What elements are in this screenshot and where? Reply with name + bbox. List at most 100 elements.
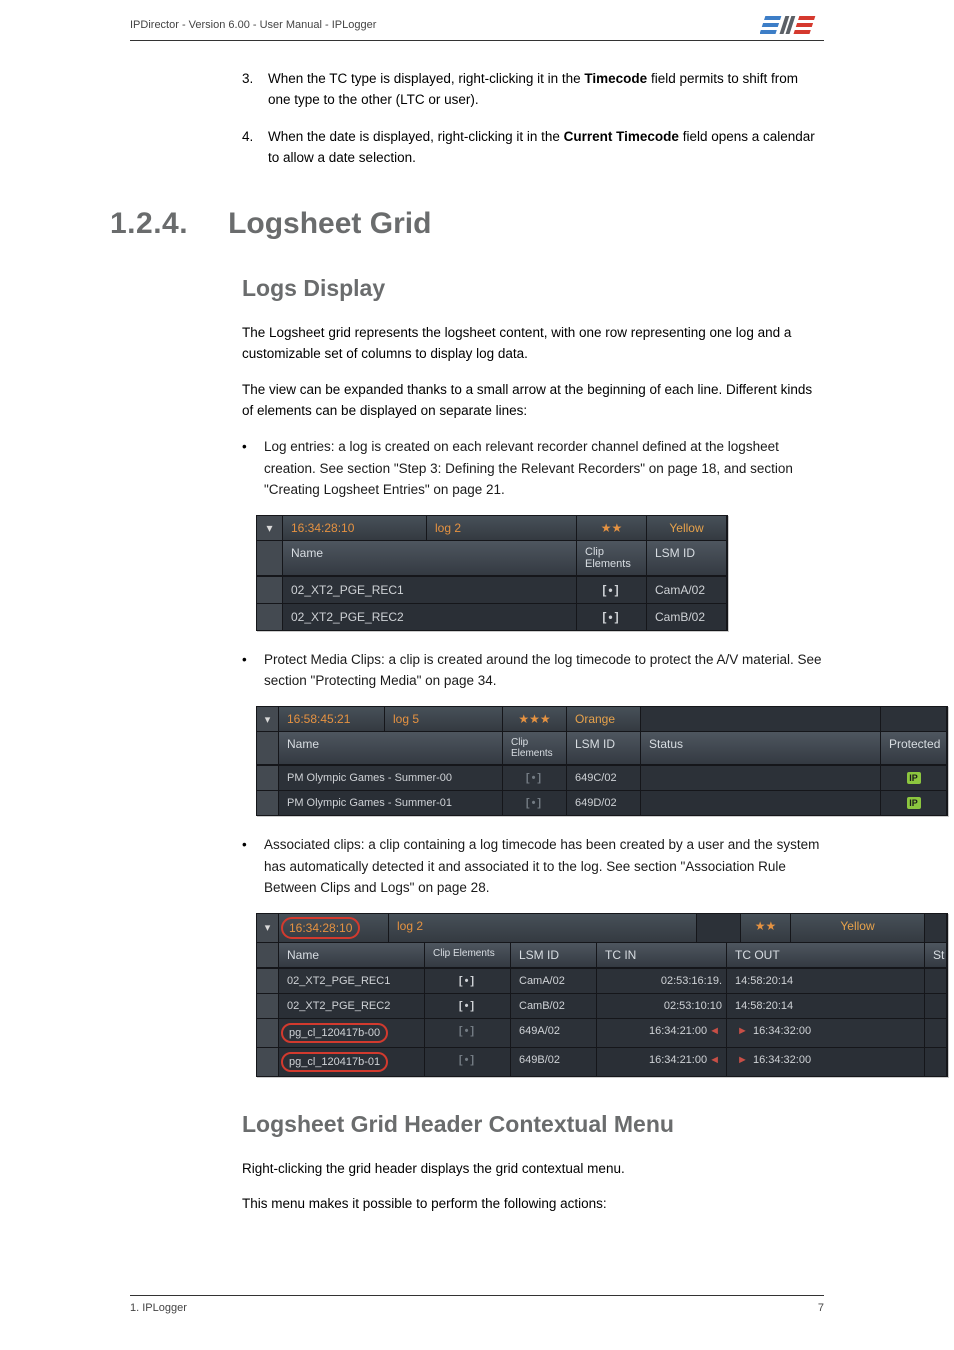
row-spacer xyxy=(257,994,279,1018)
expand-arrow-icon: ▾ xyxy=(257,914,279,942)
step-4-b: Current Timecode xyxy=(564,129,679,144)
img1-r1-lsm: CamB/02 xyxy=(647,604,727,630)
img2-stars: ★★★ xyxy=(503,707,567,731)
doc-title-text: IPDirector - Version 6.00 - User Manual … xyxy=(130,19,376,31)
row-spacer xyxy=(257,577,283,603)
section-number: 1.2.4. xyxy=(110,207,188,241)
clip-icon: [•] xyxy=(503,766,567,790)
img3-lsm: CamB/02 xyxy=(511,994,597,1018)
img1-h-clip: Clip Elements xyxy=(577,541,647,575)
footer-page-number: 7 xyxy=(818,1302,824,1314)
img1-logname: log 2 xyxy=(427,516,577,540)
screenshot-associated-clips: ▾ 16:34:28:10 log 2 ★★ Yellow Name Clip … xyxy=(256,913,824,1077)
red-ring-callout-icon: 16:34:28:10 xyxy=(281,917,360,939)
bullet-1: • Log entries: a log is created on each … xyxy=(242,436,824,501)
step-3-number: 3. xyxy=(242,69,254,111)
img3-name: pg_cl_120417b-01 xyxy=(279,1048,425,1076)
img2-tc: 16:58:45:21 xyxy=(279,707,385,731)
step-3-text: When the TC type is displayed, right-cli… xyxy=(268,69,824,111)
img2-r0-status xyxy=(641,766,881,790)
img2-h3: Status xyxy=(641,732,881,764)
img3-name: 02_XT2_PGE_REC1 xyxy=(279,969,425,993)
clip-icon: [•] xyxy=(425,1048,511,1076)
section-heading: 1.2.4. Logsheet Grid xyxy=(110,207,824,241)
blank-cell xyxy=(925,1019,947,1047)
ip-badge-icon: IP xyxy=(907,797,921,809)
img3-h0: Name xyxy=(279,943,425,967)
img2-logname: log 5 xyxy=(385,707,503,731)
img3-tcout: ► 16:34:32:00 xyxy=(727,1019,925,1047)
protected-icon: IP xyxy=(881,766,947,790)
clip-icon: [•] xyxy=(425,994,511,1018)
clip-icon: [•] xyxy=(425,1019,511,1047)
expand-arrow-icon: ▾ xyxy=(257,516,283,540)
logs-display-heading: Logs Display xyxy=(242,275,824,302)
red-ring-callout-icon: pg_cl_120417b-01 xyxy=(281,1052,388,1072)
img3-h4: TC OUT xyxy=(727,943,925,967)
hdr-spacer xyxy=(257,943,279,967)
table-row: 02_XT2_PGE_REC2[•]CamB/0202:53:10:1014:5… xyxy=(257,993,947,1018)
img2-r1-lsm: 649D/02 xyxy=(567,791,641,815)
img3-h1: Clip Elements xyxy=(425,943,511,967)
img1-r0-lsm: CamA/02 xyxy=(647,577,727,603)
img2-r0-name: PM Olympic Games - Summer-00 xyxy=(279,766,503,790)
img3-h5: St xyxy=(925,943,947,967)
bullet-dot-icon: • xyxy=(242,649,248,692)
step-4-number: 4. xyxy=(242,127,254,169)
img1-color: Yellow xyxy=(647,516,727,540)
img2-r1-status xyxy=(641,791,881,815)
red-arrow-icon: ◄ xyxy=(707,1025,722,1037)
p1: The Logsheet grid represents the logshee… xyxy=(242,322,824,365)
bullet-dot-icon: • xyxy=(242,834,248,899)
img1-stars: ★★ xyxy=(577,516,647,540)
protected-icon: IP xyxy=(881,791,947,815)
table-row: pg_cl_120417b-01[•]649B/0216:34:21:00◄► … xyxy=(257,1047,947,1076)
blank-cell xyxy=(925,994,947,1018)
evs-logo xyxy=(760,14,824,36)
red-arrow-icon: ► xyxy=(735,1025,750,1037)
step-4-text: When the date is displayed, right-clicki… xyxy=(268,127,824,169)
bullet-3: • Associated clips: a clip containing a … xyxy=(242,834,824,899)
img1-h-lsm: LSM ID xyxy=(647,541,727,575)
p3: Right-clicking the grid header displays … xyxy=(242,1158,824,1180)
bullet-dot-icon: • xyxy=(242,436,248,501)
step-3: 3. When the TC type is displayed, right-… xyxy=(242,69,824,111)
img3-tcin: 02:53:16:19. xyxy=(597,969,727,993)
img1-r1-name: 02_XT2_PGE_REC2 xyxy=(283,604,577,630)
img3-tcin: 16:34:21:00◄ xyxy=(597,1048,727,1076)
img3-name: pg_cl_120417b-00 xyxy=(279,1019,425,1047)
grid-header-contextual-menu-heading: Logsheet Grid Header Contextual Menu xyxy=(242,1111,824,1138)
img3-tc: 16:34:28:10 xyxy=(279,914,389,942)
clip-icon: [•] xyxy=(503,791,567,815)
footer-left: 1. IPLogger xyxy=(130,1302,187,1314)
clip-icon: [•] xyxy=(577,604,647,630)
clip-icon: [•] xyxy=(425,969,511,993)
p4: This menu makes it possible to perform t… xyxy=(242,1193,824,1215)
bullet-3-text: Associated clips: a clip containing a lo… xyxy=(264,834,824,899)
row-spacer xyxy=(257,1048,279,1076)
row-spacer xyxy=(257,1019,279,1047)
page-footer: 1. IPLogger 7 xyxy=(130,1295,824,1314)
img3-lsm: 649B/02 xyxy=(511,1048,597,1076)
row-spacer xyxy=(257,969,279,993)
expand-arrow-icon: ▾ xyxy=(257,707,279,731)
img2-color: Orange xyxy=(567,707,641,731)
step-3-a: When the TC type is displayed, right-cli… xyxy=(268,71,584,86)
img2-r1-name: PM Olympic Games - Summer-01 xyxy=(279,791,503,815)
img3-name: 02_XT2_PGE_REC2 xyxy=(279,994,425,1018)
row-spacer xyxy=(257,791,279,815)
step-4-a: When the date is displayed, right-clicki… xyxy=(268,129,564,144)
blank-cell xyxy=(881,707,947,731)
img2-h4: Protected xyxy=(881,732,947,764)
ip-badge-icon: IP xyxy=(907,772,921,784)
table-row: pg_cl_120417b-00[•]649A/0216:34:21:00◄► … xyxy=(257,1018,947,1047)
blank-cell xyxy=(925,914,947,942)
bullet-2: • Protect Media Clips: a clip is created… xyxy=(242,649,824,692)
blank-cell xyxy=(697,914,741,942)
img3-tcin: 16:34:21:00◄ xyxy=(597,1019,727,1047)
img3-stars: ★★ xyxy=(741,914,791,942)
red-ring-callout-icon: pg_cl_120417b-00 xyxy=(281,1023,388,1043)
hdr-spacer xyxy=(257,732,279,764)
red-arrow-icon: ◄ xyxy=(707,1054,722,1066)
img3-color: Yellow xyxy=(791,914,925,942)
